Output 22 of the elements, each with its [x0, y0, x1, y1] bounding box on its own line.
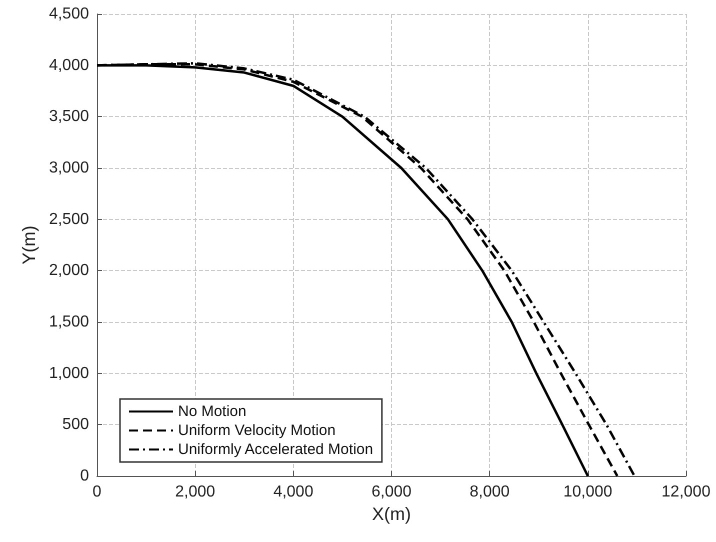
y-tick-label: 500 [62, 416, 90, 434]
x-tick-label: 12,000 [662, 484, 711, 500]
x-tick-label: 2,000 [175, 484, 216, 500]
legend-label: Uniform Velocity Motion [178, 422, 336, 439]
y-tick-label: 2,000 [48, 262, 90, 280]
y-tick-label: 0 [80, 468, 90, 484]
y-tick-label: 4,000 [48, 56, 90, 74]
y-axis-title: Y(m) [19, 226, 40, 264]
y-tick-label: 1,500 [48, 314, 90, 330]
legend-label: Uniformly Accelerated Motion [178, 441, 374, 458]
x-tick-label: 6,000 [371, 484, 412, 500]
x-tick-label: 0 [92, 484, 102, 500]
x-tick-label: 10,000 [563, 484, 612, 500]
y-tick-label: 3,000 [48, 160, 90, 176]
y-tick-label: 4,500 [48, 6, 90, 22]
legend-label: No Motion [178, 403, 246, 420]
x-tick-label: 4,000 [273, 484, 314, 500]
y-tick-label: 1,000 [48, 364, 90, 382]
y-tick-label: 2,500 [48, 210, 90, 228]
x-axis-title: X(m) [372, 504, 411, 524]
x-tick-label: 8,000 [470, 484, 510, 500]
y-tick-label: 3,500 [48, 108, 90, 126]
